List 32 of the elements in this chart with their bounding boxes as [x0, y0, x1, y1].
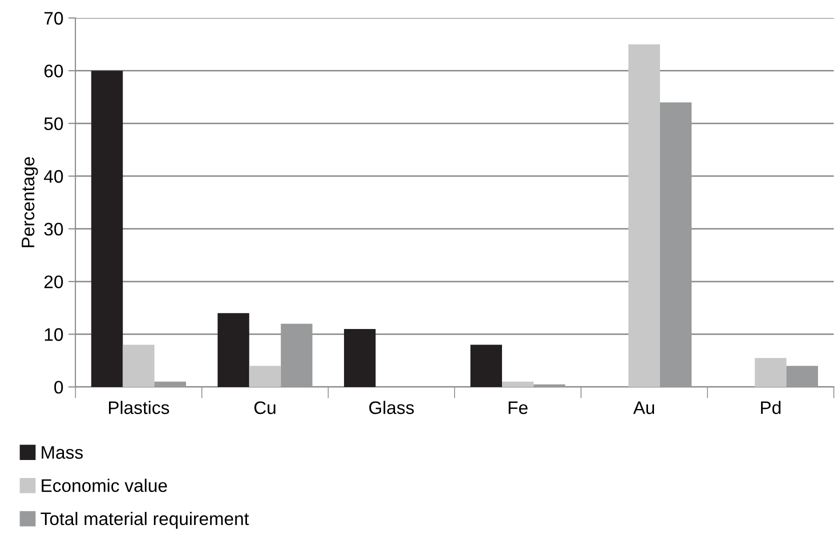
- bar: [122, 344, 154, 387]
- x-tick-label: Fe: [508, 402, 528, 414]
- bar: [218, 313, 250, 387]
- bar: [786, 366, 818, 387]
- x-tick-label: Pd: [761, 400, 780, 414]
- bar: [660, 102, 692, 387]
- y-tick-label: 10: [44, 328, 63, 341]
- y-tick-label: 50: [44, 117, 63, 130]
- x-tick-label: Cu: [254, 401, 276, 414]
- bar: [91, 70, 123, 387]
- x-tick-label: Au: [633, 402, 654, 414]
- y-tick-label: 30: [44, 222, 63, 236]
- y-tick-label: 0: [54, 380, 63, 394]
- y-tick-label: 40: [44, 170, 63, 183]
- x-tick-label: Glass: [369, 400, 414, 414]
- legend-label: Mass: [42, 446, 83, 459]
- y-tick-label: 20: [44, 275, 63, 288]
- bar: [280, 324, 312, 387]
- bar: [628, 44, 660, 387]
- bar: [154, 382, 186, 387]
- bar: [754, 358, 786, 387]
- bar: [470, 344, 502, 387]
- y-tick-label: 70: [44, 12, 63, 25]
- bar: [534, 384, 566, 387]
- bar: [502, 382, 534, 387]
- bar: [344, 328, 376, 387]
- y-axis-title: Percentage: [22, 157, 38, 248]
- y-tick-label: 60: [44, 64, 63, 78]
- legend-label: Total material requirement: [40, 512, 249, 529]
- x-tick-label: Plastics: [108, 400, 170, 414]
- bar: [249, 366, 281, 387]
- legend-label: Economic value: [42, 478, 167, 492]
